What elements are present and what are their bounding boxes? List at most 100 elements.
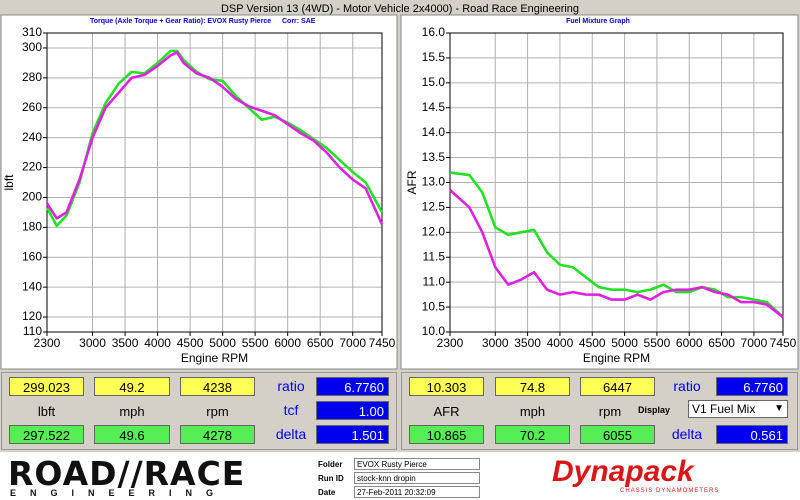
side-label: ratio: [277, 378, 305, 394]
y-tick-label: 14.5: [422, 100, 446, 114]
display-label: Display: [638, 405, 671, 415]
x-tick-label: 7450: [369, 336, 396, 350]
readout-value: 6055: [580, 425, 655, 444]
x-tick-label: 7000: [339, 336, 366, 350]
side-label: delta: [671, 426, 703, 442]
side-value: 6.7760: [316, 377, 389, 396]
side-label: tcf: [283, 402, 299, 418]
unit-label: AFR: [433, 404, 460, 419]
y-axis-label: lbft: [2, 174, 16, 191]
field-label: Run ID: [318, 474, 344, 483]
chart-subtitle: Torque (Axle Torque + Gear Ratio): EVOX …: [90, 18, 271, 25]
side-value: 0.561: [716, 425, 788, 444]
y-tick-label: 160: [22, 249, 42, 263]
readout-value: 10.303: [409, 377, 484, 396]
series-line: [45, 51, 384, 225]
field-value: 27-Feb-2011 20:32:09: [354, 486, 480, 498]
side-label: ratio: [673, 378, 701, 394]
title-bar: [0, 0, 800, 14]
field-value: stock-knn dropin: [354, 472, 480, 484]
y-tick-label: 15.5: [422, 50, 446, 64]
readout-value: 74.8: [495, 377, 570, 396]
side-label: delta: [275, 426, 307, 442]
y-tick-label: 120: [22, 309, 42, 323]
x-tick-label: 2300: [34, 336, 61, 350]
x-tick-label: 5000: [611, 336, 638, 350]
y-tick-label: 13.5: [422, 150, 446, 164]
series-line: [449, 189, 784, 319]
logo: ROAD//RACE: [8, 454, 246, 493]
x-tick-label: 6000: [274, 336, 301, 350]
unit-label: lbft: [37, 404, 56, 419]
readout-value: 49.6: [94, 425, 170, 444]
readout-value: 4278: [180, 425, 255, 444]
x-tick-label: 4000: [547, 336, 574, 350]
readout-value: 49.2: [94, 377, 170, 396]
x-tick-label: 6500: [708, 336, 735, 350]
field-value: EVOX Rusty Pierce: [354, 458, 480, 470]
charts: DSP Version 13 (4WD) - Motor Vehicle 2x4…: [0, 0, 800, 370]
y-tick-label: 300: [22, 40, 42, 54]
unit-label: mph: [119, 404, 145, 419]
chart-panel: [0, 14, 398, 370]
chart-panel: [400, 14, 799, 370]
x-tick-label: 5500: [242, 336, 269, 350]
brand-sub: CHASSIS DYNAMOMETERS: [620, 488, 720, 494]
y-tick-label: 10.5: [422, 299, 446, 313]
x-tick-label: 7000: [741, 336, 768, 350]
y-tick-label: 12.0: [422, 225, 446, 239]
x-tick-label: 4000: [144, 336, 171, 350]
dropdown-arrow: ▼: [774, 403, 784, 414]
x-axis-label: Engine RPM: [181, 351, 248, 365]
x-tick-label: 4500: [177, 336, 204, 350]
y-tick-label: 11.5: [423, 249, 446, 263]
y-tick-label: 10.0: [422, 324, 446, 338]
y-tick-label: 15.0: [422, 75, 446, 89]
readout-value: 6447: [580, 377, 655, 396]
y-tick-label: 220: [22, 160, 42, 174]
y-tick-label: 14.0: [422, 125, 446, 139]
readout-value: 299.023: [9, 377, 84, 396]
plot-frame: [449, 32, 784, 333]
series-line: [449, 171, 784, 319]
readout-value: 70.2: [495, 425, 570, 444]
x-tick-label: 3000: [79, 336, 106, 350]
brand: Dynapack: [552, 455, 694, 488]
field-label: Folder: [318, 460, 343, 469]
display-select[interactable]: V1 Fuel Mix ▼: [688, 400, 788, 418]
unit-label: rpm: [206, 404, 229, 419]
y-tick-label: 180: [22, 220, 42, 234]
display-value: V1 Fuel Mix: [692, 402, 756, 416]
x-tick-label: 5000: [209, 336, 236, 350]
y-tick-label: 260: [22, 100, 42, 114]
side-value: 1.501: [316, 425, 389, 444]
logo-sub: ENGINEERING: [10, 488, 228, 498]
y-tick-label: 110: [23, 324, 42, 338]
y-tick-label: 310: [22, 25, 42, 39]
x-tick-label: 5500: [644, 336, 671, 350]
x-tick-label: 3500: [514, 336, 541, 350]
readout-value: 297.522: [9, 425, 84, 444]
x-tick-label: 3500: [112, 336, 139, 350]
y-tick-label: 13.0: [422, 175, 446, 189]
x-tick-label: 3000: [482, 336, 509, 350]
x-tick-label: 6500: [307, 336, 334, 350]
x-tick-label: 4500: [579, 336, 606, 350]
side-value: 1.00: [316, 401, 389, 420]
window-title: DSP Version 13 (4WD) - Motor Vehicle 2x4…: [221, 3, 579, 15]
x-tick-label: 6000: [676, 336, 703, 350]
field-label: Date: [318, 488, 336, 497]
x-tick-label: 2300: [437, 336, 464, 350]
plot-frame: [46, 32, 383, 333]
y-tick-label: 240: [22, 130, 42, 144]
y-tick-label: 280: [22, 70, 42, 84]
readout-value: 10.865: [409, 425, 484, 444]
unit-label: mph: [519, 404, 546, 419]
y-tick-label: 140: [22, 279, 42, 293]
y-tick-label: 16.0: [422, 25, 446, 39]
chart-annotation: Corr: SAE: [282, 18, 316, 25]
unit-label: rpm: [598, 404, 622, 419]
y-tick-label: 12.5: [422, 200, 446, 214]
chart-subtitle: Fuel Mixture Graph: [566, 18, 630, 25]
